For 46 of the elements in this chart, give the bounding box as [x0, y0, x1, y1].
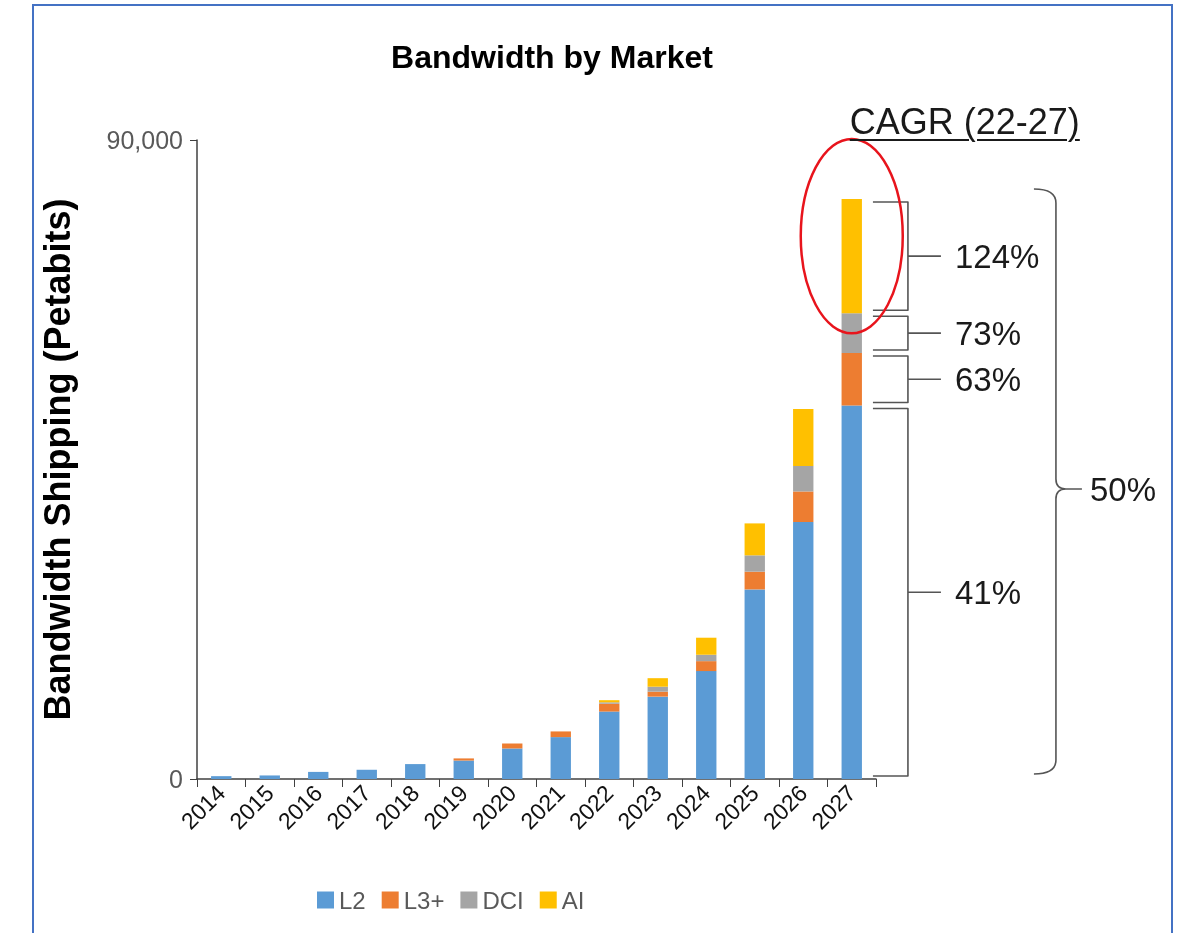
bar	[793, 491, 814, 522]
legend-label: L2	[339, 886, 366, 914]
text: 63%	[954, 360, 1021, 398]
bar	[599, 711, 620, 779]
bar	[841, 353, 862, 406]
bar	[744, 571, 765, 590]
bar	[647, 691, 668, 697]
bar	[696, 671, 717, 779]
bar	[550, 737, 571, 779]
bar	[841, 405, 862, 779]
text: 50%	[1089, 470, 1156, 508]
text: 41%	[954, 573, 1021, 611]
text: 124%	[954, 237, 1040, 275]
text: 73%	[954, 314, 1021, 352]
bar	[744, 523, 765, 556]
bar	[793, 409, 814, 466]
y-tick-label: 90,000	[106, 126, 183, 154]
bar	[502, 748, 523, 779]
bar	[211, 776, 232, 779]
annotation: CAGR (22-27)	[849, 101, 1080, 142]
bar	[550, 731, 571, 738]
bar	[453, 760, 474, 779]
y-axis-title: Bandwidth Shipping (Petabits)	[36, 198, 78, 721]
legend-label: L3+	[403, 886, 445, 914]
bar	[744, 589, 765, 779]
bar	[647, 696, 668, 779]
bar	[793, 521, 814, 779]
bar	[744, 555, 765, 572]
bar	[647, 686, 668, 692]
bar	[841, 313, 862, 353]
bar	[647, 678, 668, 687]
legend-label: AI	[561, 886, 585, 914]
bar	[308, 771, 329, 779]
bar	[405, 764, 426, 779]
bar	[356, 769, 377, 779]
bar	[696, 654, 717, 662]
chart-title: Bandwidth by Market	[391, 39, 714, 75]
bar	[259, 775, 280, 779]
bar	[696, 637, 717, 655]
bar	[599, 703, 620, 712]
bar	[793, 465, 814, 492]
bar	[841, 198, 862, 314]
y-tick-label: 0	[169, 765, 183, 793]
bar	[453, 758, 474, 761]
bar	[696, 661, 717, 672]
legend-label: DCI	[482, 886, 524, 914]
